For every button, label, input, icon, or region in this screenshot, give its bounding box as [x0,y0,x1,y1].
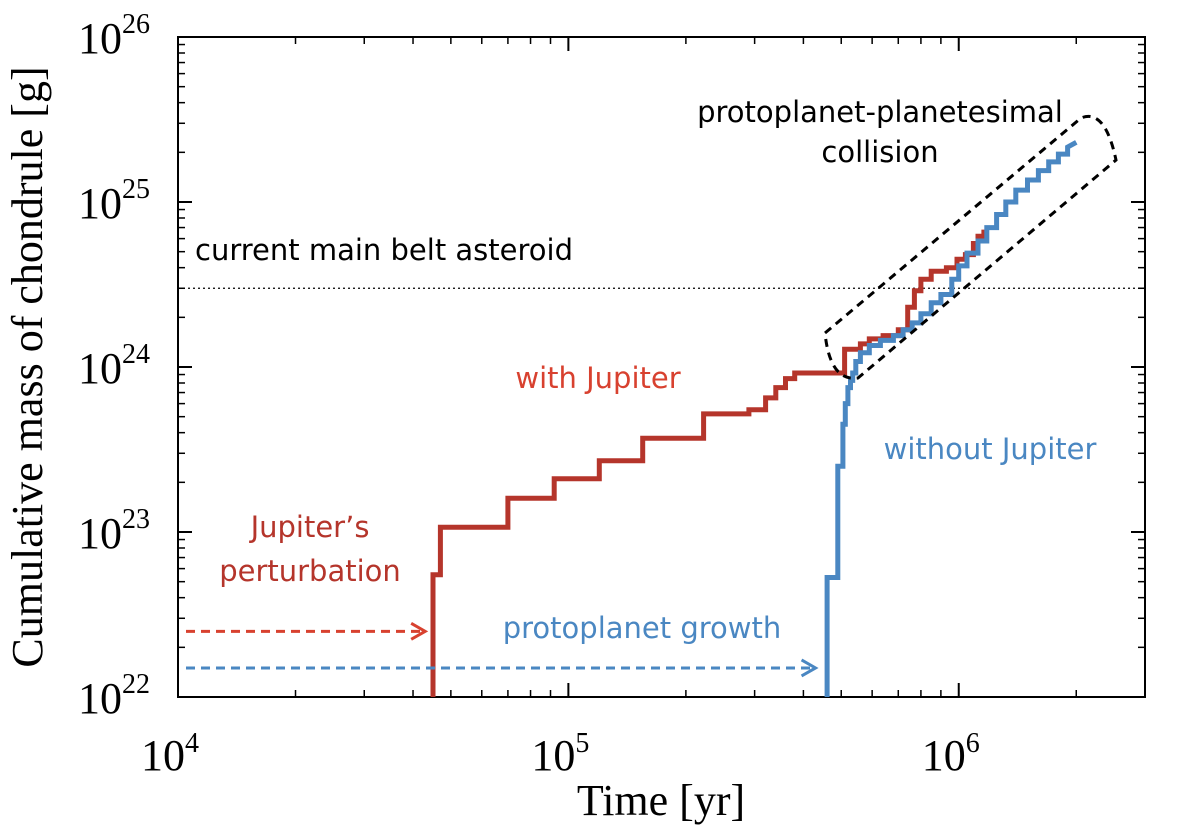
red-arrow-head [410,622,429,641]
blue-arrow-head [800,658,819,678]
series-line-without-jupiter [824,140,1078,697]
collision-ellipse [823,115,1118,380]
annotation-collision-line: collision [821,135,938,169]
annotations-group: protoplanet-planetesimal collision with Ju… [219,95,1096,645]
series-group [430,140,1078,697]
annotation-growth: protoplanet growth [503,611,782,645]
annotation-perturb-line: Jupiter’s [249,510,370,544]
x-tick-label: 106 [922,728,980,780]
y-tick-label: 1026 [78,9,150,63]
annotation-without: without Jupiter [884,432,1097,466]
annotation-perturb-line: perturbation [219,554,401,588]
y-tick-label: 1024 [78,339,150,393]
y-tick-label: 1025 [78,174,150,228]
x-tick-label: 105 [531,728,589,780]
annotation-collision-line: protoplanet-planetesimal [697,95,1063,129]
axis-ticks: 104 105 106 1022 1023 1024 1025 1026 [78,9,1146,780]
y-axis-label: Cumulative mass of chondrule [g] [3,66,52,667]
x-tick-label: 104 [141,728,199,780]
y-tick-label: 1023 [78,504,150,558]
x-axis-label: Time [yr] [577,776,745,825]
reference-group: current main belt asteroid [178,233,1145,289]
y-tick-label: 1022 [78,669,150,723]
annotation-with: with Jupiter [515,361,680,395]
arrows-group [186,622,819,678]
reference-line-label: current main belt asteroid [195,233,573,267]
